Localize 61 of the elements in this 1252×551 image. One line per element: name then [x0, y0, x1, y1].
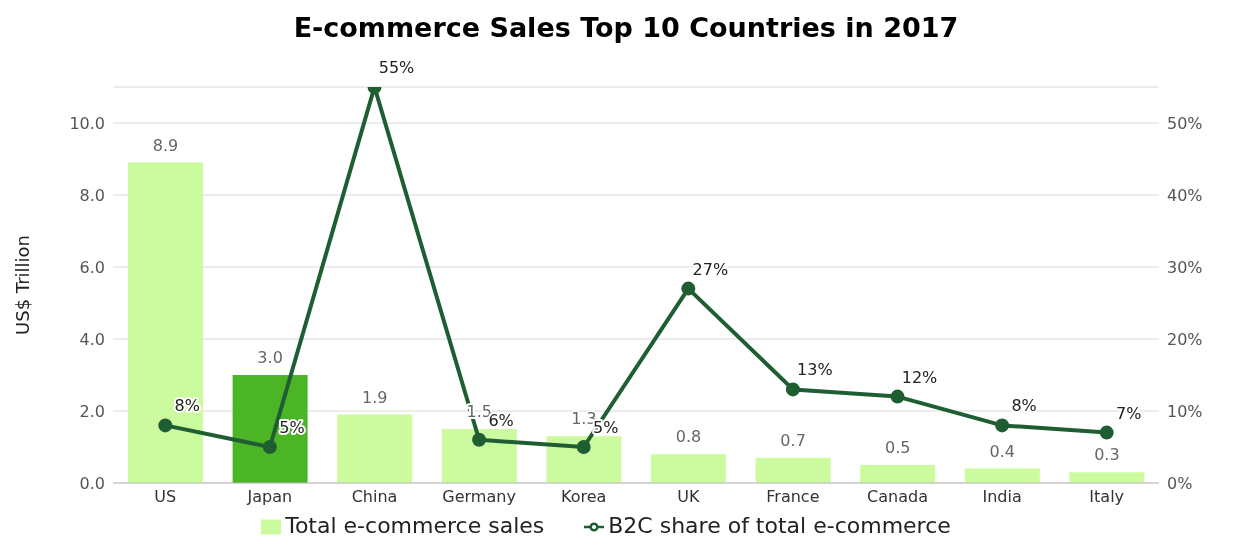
- y-tick-label: 8.0: [79, 185, 105, 205]
- y-tick-label: 10.0: [69, 113, 105, 133]
- point: [576, 440, 591, 454]
- y2-tick-label: 50%: [1167, 113, 1203, 133]
- y2-tick-label: 20%: [1167, 329, 1203, 349]
- bar: [1069, 472, 1145, 483]
- y2-tick-label: 0%: [1167, 473, 1193, 493]
- point: [890, 389, 905, 404]
- bar: [546, 436, 622, 483]
- data-label: 8%: [1011, 396, 1037, 416]
- y2-tick-label: 40%: [1167, 185, 1203, 205]
- data-label: 13%: [797, 360, 833, 380]
- y-tick-label: 2.0: [79, 401, 105, 421]
- data-label: 8.9: [152, 135, 179, 155]
- bar: [232, 375, 308, 483]
- legend-label: B2C share of total e-commerce: [608, 513, 951, 538]
- bar: [441, 429, 517, 483]
- data-label: 5%: [279, 418, 305, 437]
- y-tick-label: 0.0: [79, 473, 105, 493]
- x-tick-label: Japan: [246, 487, 293, 507]
- y-tick-label: 4.0: [79, 329, 105, 349]
- data-label: 0.7: [780, 430, 806, 450]
- x-tick-label: Germany: [442, 487, 516, 507]
- data-label: 8%: [174, 396, 200, 416]
- bar: [755, 457, 831, 483]
- point: [1099, 425, 1114, 440]
- y-tick-label: 6.0: [79, 257, 105, 277]
- bar: [128, 162, 203, 483]
- x-tick-label: China: [351, 487, 398, 507]
- x-tick-label: UK: [677, 487, 700, 507]
- y2-tick-label: 30%: [1167, 257, 1203, 277]
- chart-title: E-commerce Sales Top 10 Countries in 2017: [292, 11, 960, 45]
- point: [158, 418, 173, 433]
- data-label: 27%: [692, 259, 729, 279]
- point: [472, 432, 487, 447]
- data-label: 55%: [378, 58, 415, 77]
- bar: [860, 465, 936, 483]
- x-tick-label: US: [154, 487, 177, 507]
- data-label: 7%: [1116, 403, 1142, 423]
- bar: [964, 468, 1040, 483]
- y2-tick-label: 10%: [1167, 401, 1203, 421]
- point: [262, 440, 277, 454]
- x-tick-label: Italy: [1089, 487, 1125, 507]
- x-tick-label: Korea: [561, 487, 607, 507]
- data-label: 0.8: [675, 427, 702, 447]
- point: [995, 418, 1010, 433]
- data-label: 0.3: [1094, 445, 1120, 465]
- bar: [337, 414, 413, 483]
- point: [785, 382, 800, 397]
- bar: [651, 454, 726, 483]
- x-tick-label: India: [982, 487, 1022, 507]
- x-tick-label: France: [766, 487, 820, 507]
- point: [681, 281, 696, 296]
- data-label: 12%: [901, 367, 938, 387]
- data-label: 1.9: [361, 387, 388, 407]
- y-axis-title: US$ Trillion: [12, 235, 34, 335]
- data-label: 3.0: [257, 348, 283, 367]
- legend-label: Total e-commerce sales: [285, 513, 545, 538]
- data-label: 0.5: [884, 438, 911, 457]
- data-label: 0.4: [989, 441, 1016, 461]
- x-tick-label: Canada: [867, 487, 928, 507]
